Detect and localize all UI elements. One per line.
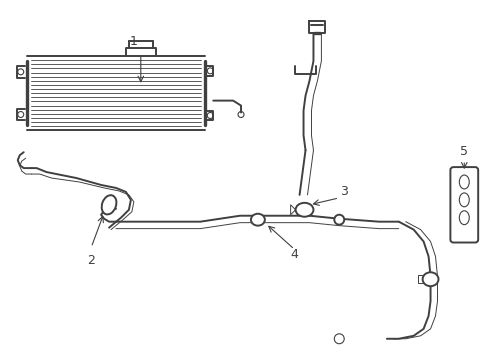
Ellipse shape <box>458 211 468 225</box>
Ellipse shape <box>295 203 313 217</box>
Ellipse shape <box>102 195 116 215</box>
Text: 2: 2 <box>87 255 95 267</box>
Text: 5: 5 <box>459 145 468 158</box>
FancyBboxPatch shape <box>449 167 477 243</box>
Ellipse shape <box>334 215 344 225</box>
Ellipse shape <box>422 272 438 286</box>
Ellipse shape <box>458 175 468 189</box>
Text: 4: 4 <box>290 248 298 261</box>
Text: 3: 3 <box>340 185 347 198</box>
Ellipse shape <box>458 193 468 207</box>
Ellipse shape <box>250 214 264 226</box>
Text: 1: 1 <box>130 35 138 48</box>
